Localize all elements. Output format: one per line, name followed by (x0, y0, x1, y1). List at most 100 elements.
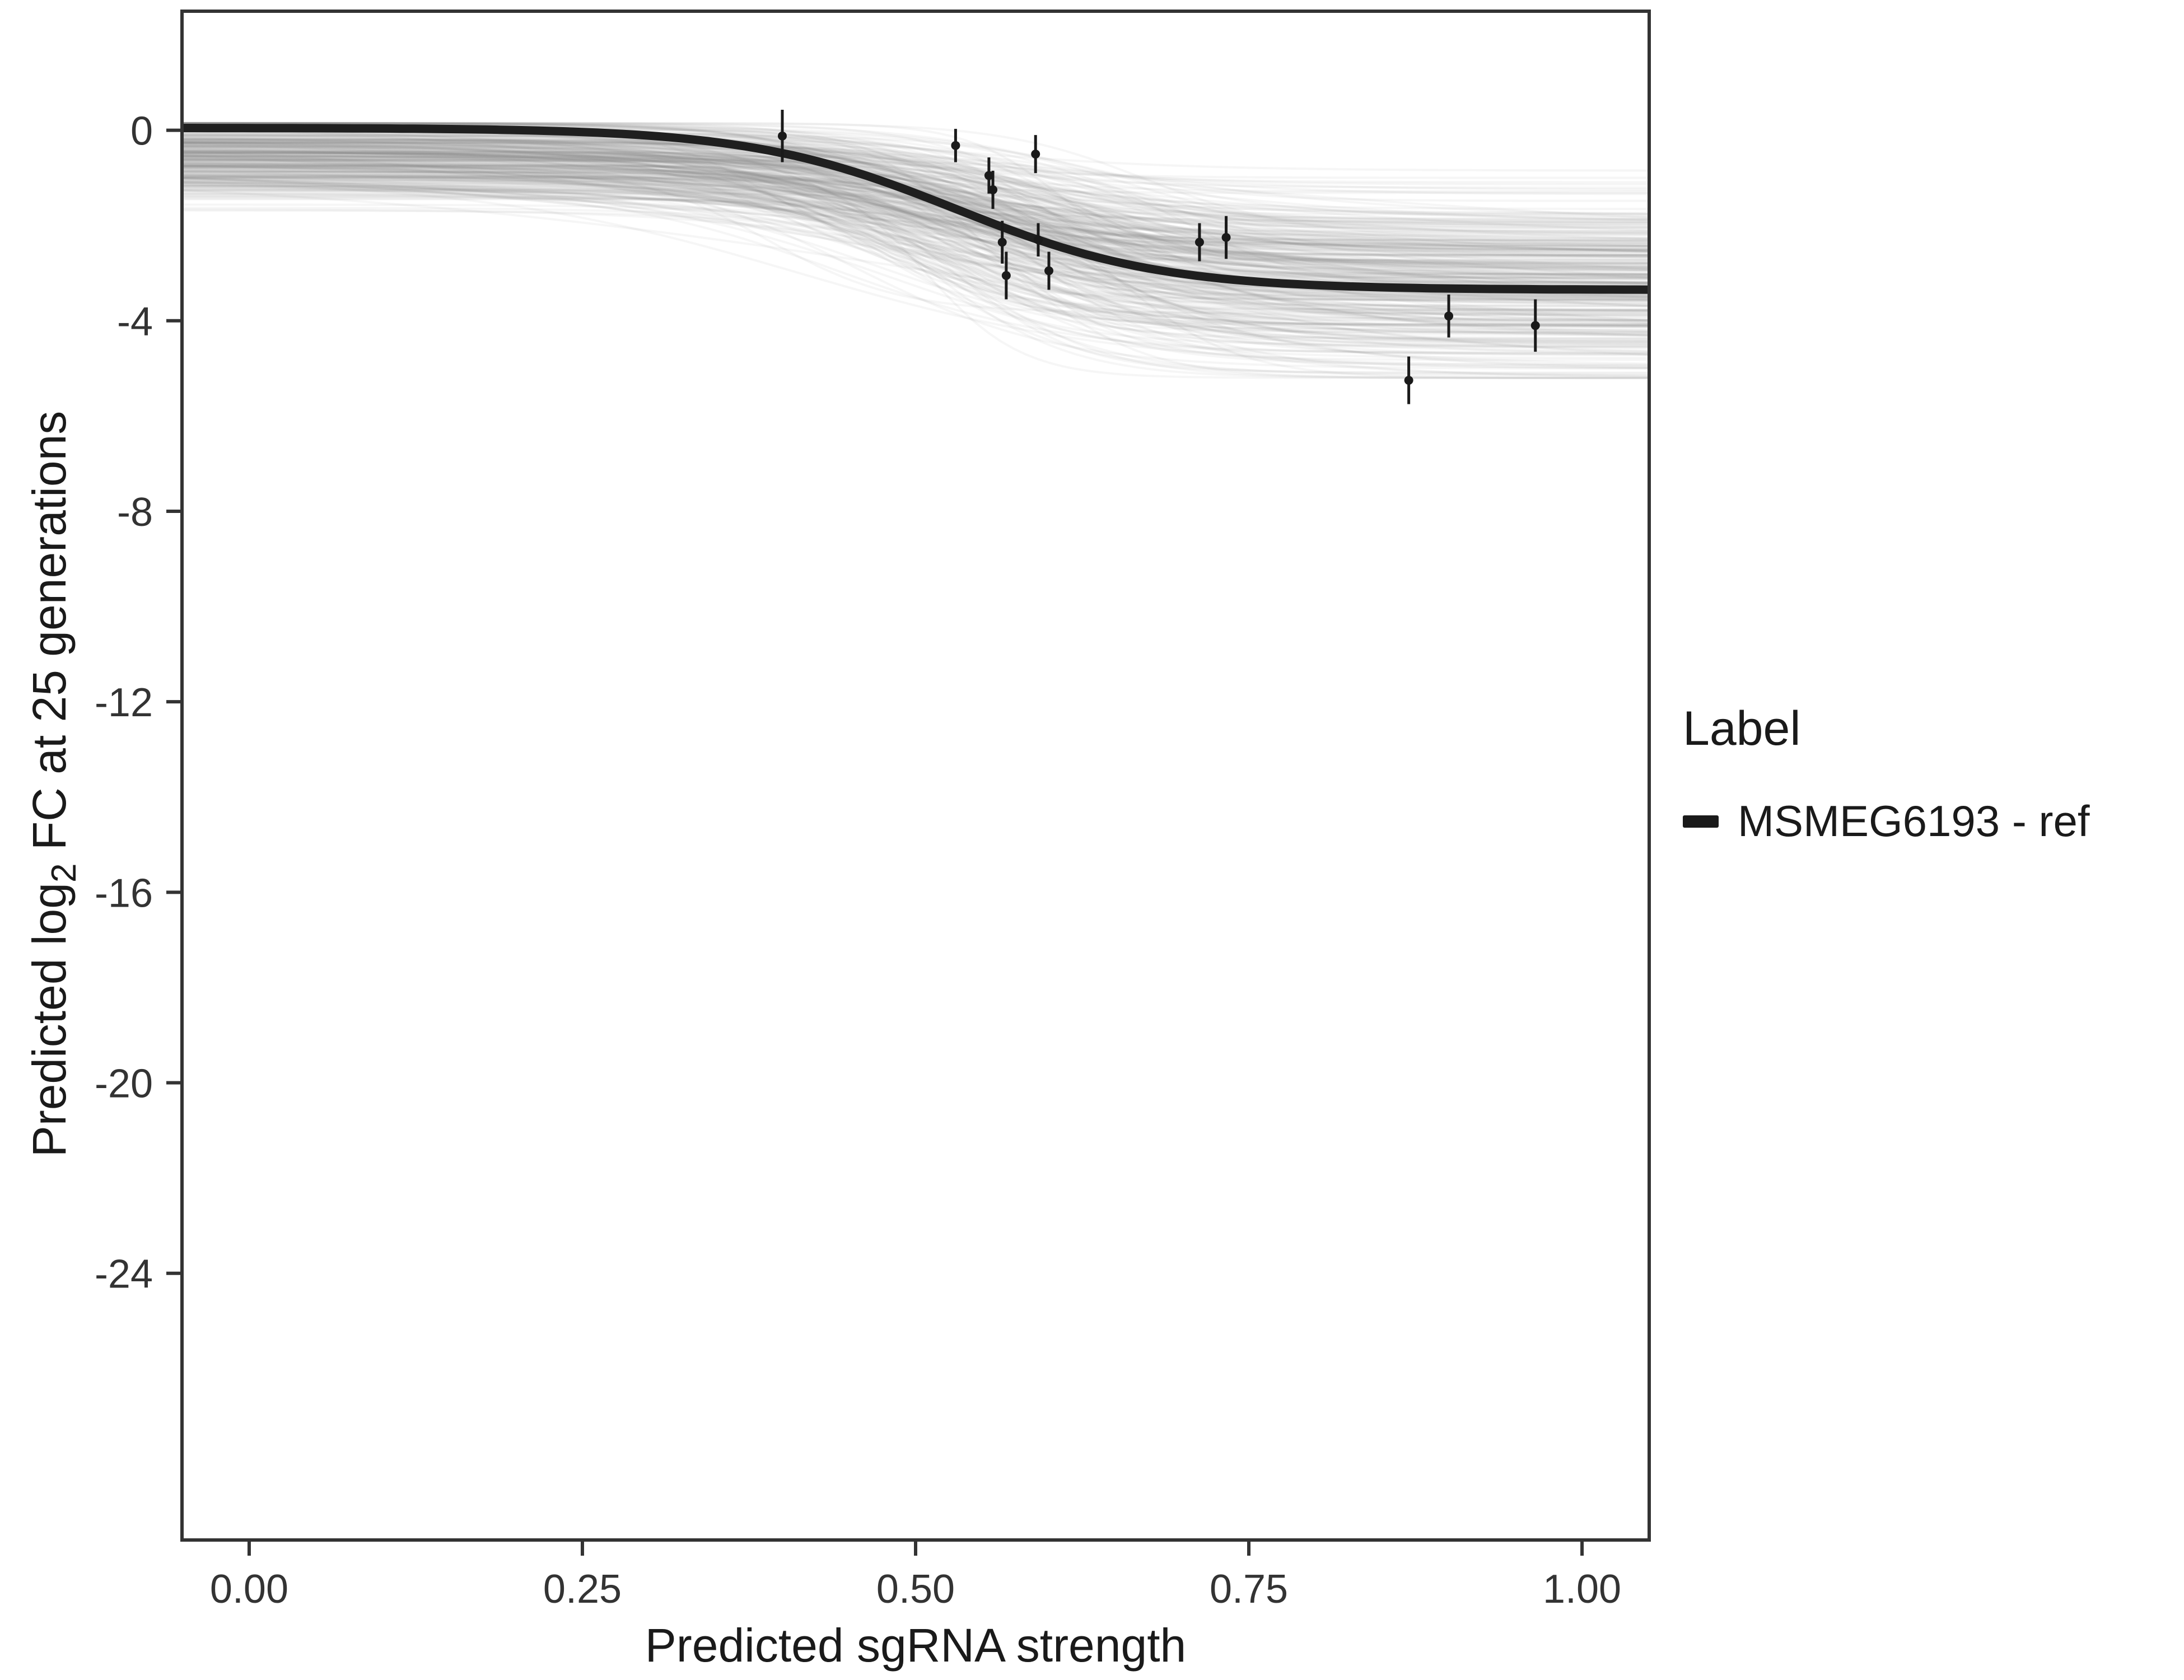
y-axis-title-prefix: Predicted log (23, 882, 76, 1158)
ensemble-curve (182, 179, 1649, 334)
ensemble-curve (182, 132, 1649, 307)
ensemble-curve (182, 170, 1649, 298)
ensemble-curve (182, 170, 1649, 259)
ensemble-curve (182, 170, 1649, 316)
ensemble-curve (182, 138, 1649, 253)
x-axis-title: Predicted sgRNA strength (645, 1619, 1187, 1672)
ensemble-curve (182, 158, 1649, 286)
ensemble-curve (182, 180, 1649, 272)
ensemble-curve (182, 163, 1649, 328)
ensemble-curve (182, 179, 1649, 354)
ensemble-curve (182, 134, 1649, 202)
x-tick-label: 0.25 (543, 1567, 622, 1612)
ensemble-curve (182, 203, 1649, 345)
ensemble-curve (182, 174, 1649, 297)
ensemble-curve (182, 177, 1649, 270)
ensemble-curve (182, 192, 1649, 250)
ensemble-curve (182, 194, 1649, 277)
ensemble-curve (182, 141, 1649, 216)
ensemble-curve (182, 169, 1649, 242)
ensemble-curve (182, 165, 1649, 325)
ensemble-curve (182, 154, 1649, 322)
ensemble-curve (182, 160, 1649, 286)
ensemble-curve (182, 175, 1649, 343)
ensemble-curve (182, 148, 1649, 244)
ensemble-curve (182, 138, 1649, 194)
ensemble-curve (182, 178, 1649, 326)
ensemble-curve (182, 133, 1649, 276)
ensemble-curve (182, 134, 1649, 265)
ensemble-curve (182, 166, 1649, 227)
ensemble-curve (182, 168, 1649, 318)
ensemble-curve (182, 186, 1649, 355)
ensemble-curve (182, 134, 1649, 278)
ensemble-curve (182, 155, 1649, 223)
ensemble-curve (182, 140, 1649, 327)
ensemble-curve (182, 158, 1649, 263)
ensemble-curve (182, 122, 1649, 224)
ensemble-curve (182, 185, 1649, 279)
ensemble-curve (182, 144, 1649, 301)
ensemble-curve (182, 145, 1649, 261)
ensemble-curve (182, 140, 1649, 284)
ensemble-curve (182, 173, 1649, 285)
ensemble-curve (182, 151, 1649, 283)
ensemble-curve (182, 171, 1649, 193)
ensemble-curve (182, 193, 1649, 328)
ensemble-curve (182, 176, 1649, 321)
ensemble-curve (182, 122, 1649, 269)
ensemble-curve (182, 140, 1649, 251)
ensemble-curve (182, 195, 1649, 379)
ensemble-curve (182, 174, 1649, 343)
ensemble-curve (182, 146, 1649, 189)
ensemble-curve (182, 144, 1649, 276)
ensemble-curve (182, 127, 1649, 259)
ensemble-curve (182, 181, 1649, 223)
ensemble-curve (182, 175, 1649, 296)
ensemble-curve (182, 189, 1649, 357)
ensemble-curve (182, 146, 1649, 248)
ensemble-curve (182, 142, 1649, 240)
ensemble-curve (182, 151, 1649, 256)
ensemble-curve (182, 180, 1649, 374)
y-axis-title-suffix: FC at 25 generations (23, 410, 76, 864)
ensemble-curve (182, 152, 1649, 227)
ensemble-curve (182, 155, 1649, 267)
ensemble-curve (182, 189, 1649, 355)
ensemble-curve (182, 151, 1649, 369)
y-axis-title-subscript: 2 (44, 863, 83, 883)
ensemble-curve (182, 173, 1649, 377)
ensemble-curve (182, 122, 1649, 219)
ensemble-curve (182, 183, 1649, 268)
ensemble-curve (182, 142, 1649, 272)
ensemble-curve (182, 141, 1649, 348)
ensemble-curve (182, 150, 1649, 322)
ensemble-curve (182, 142, 1649, 236)
ensemble-curve (182, 122, 1649, 225)
ensemble-curve (182, 166, 1649, 312)
ensemble-curve (182, 207, 1649, 335)
ensemble-curve (182, 138, 1649, 284)
ensemble-curve (182, 183, 1649, 370)
ensemble-curve (182, 158, 1649, 262)
ensemble-curve (182, 157, 1649, 271)
ensemble-curve (182, 165, 1649, 311)
ensemble-curve (182, 150, 1649, 255)
ensemble-curve (182, 195, 1649, 377)
ensemble-curve (182, 153, 1649, 245)
ensemble-curve (182, 122, 1649, 243)
ensemble-curve (182, 122, 1649, 269)
ensemble-curve (182, 136, 1649, 264)
ensemble-curve (182, 153, 1649, 275)
ensemble-curve (182, 157, 1649, 256)
ensemble-curve (182, 176, 1649, 270)
data-point (777, 131, 787, 141)
ensemble-curve (182, 176, 1649, 301)
ensemble-curve (182, 161, 1649, 300)
y-axis-title: Predicted log2 FC at 25 generations (22, 411, 84, 1158)
ensemble-curve (182, 150, 1649, 286)
ensemble-curve (182, 134, 1649, 221)
ensemble-curve (182, 154, 1649, 270)
x-tick-label: 0.50 (876, 1567, 955, 1612)
ensemble-curve (182, 165, 1649, 228)
